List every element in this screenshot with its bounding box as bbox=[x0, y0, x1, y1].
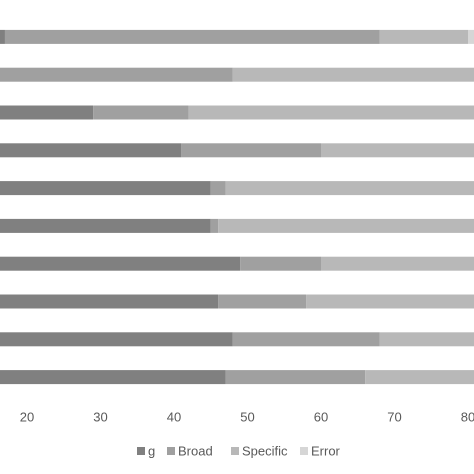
bar-segment bbox=[0, 67, 233, 82]
bar-segment bbox=[321, 143, 474, 158]
x-tick-label: 60 bbox=[314, 409, 328, 424]
bar-segment bbox=[0, 29, 5, 44]
bar-segment bbox=[181, 143, 321, 158]
x-tick-label: 30 bbox=[93, 409, 107, 424]
bar-segment bbox=[365, 370, 474, 385]
legend-label: g bbox=[148, 443, 155, 458]
bar-segment bbox=[379, 29, 468, 44]
bar-segment bbox=[321, 256, 474, 271]
bar-segment bbox=[0, 294, 219, 309]
x-tick-label: 40 bbox=[167, 409, 181, 424]
legend-swatch bbox=[300, 447, 308, 455]
legend-label: Error bbox=[311, 443, 341, 458]
bar-segment bbox=[0, 370, 226, 385]
bar-segment bbox=[218, 218, 474, 233]
legend-label: Broad bbox=[178, 443, 213, 458]
bar-segment bbox=[210, 218, 219, 233]
bar-segment bbox=[240, 256, 321, 271]
bar-segment bbox=[0, 256, 241, 271]
bar-segment bbox=[188, 105, 474, 120]
bar-segment bbox=[306, 294, 474, 309]
x-tick-label: 80 bbox=[461, 409, 474, 424]
bar-segment bbox=[4, 29, 380, 44]
x-tick-label: 50 bbox=[240, 409, 254, 424]
bar-segment bbox=[0, 218, 211, 233]
legend-swatch bbox=[231, 447, 239, 455]
bar-segment bbox=[468, 29, 474, 44]
bar-segment bbox=[0, 105, 94, 120]
bar-segment bbox=[0, 181, 211, 196]
bar-segment bbox=[225, 370, 366, 385]
bar-segment bbox=[93, 105, 189, 120]
bar-segment bbox=[0, 332, 233, 347]
x-tick-label: 70 bbox=[387, 409, 401, 424]
legend-swatch bbox=[167, 447, 175, 455]
legend-swatch bbox=[137, 447, 145, 455]
bar-segment bbox=[0, 143, 182, 158]
bar-segment bbox=[218, 294, 307, 309]
bar-segment bbox=[210, 181, 226, 196]
bar-segment bbox=[379, 332, 474, 347]
legend-label: Specific bbox=[242, 443, 288, 458]
x-tick-label: 20 bbox=[20, 409, 34, 424]
bar-segment bbox=[232, 67, 474, 82]
bar-segment bbox=[225, 181, 474, 196]
bar-segment bbox=[232, 332, 380, 347]
